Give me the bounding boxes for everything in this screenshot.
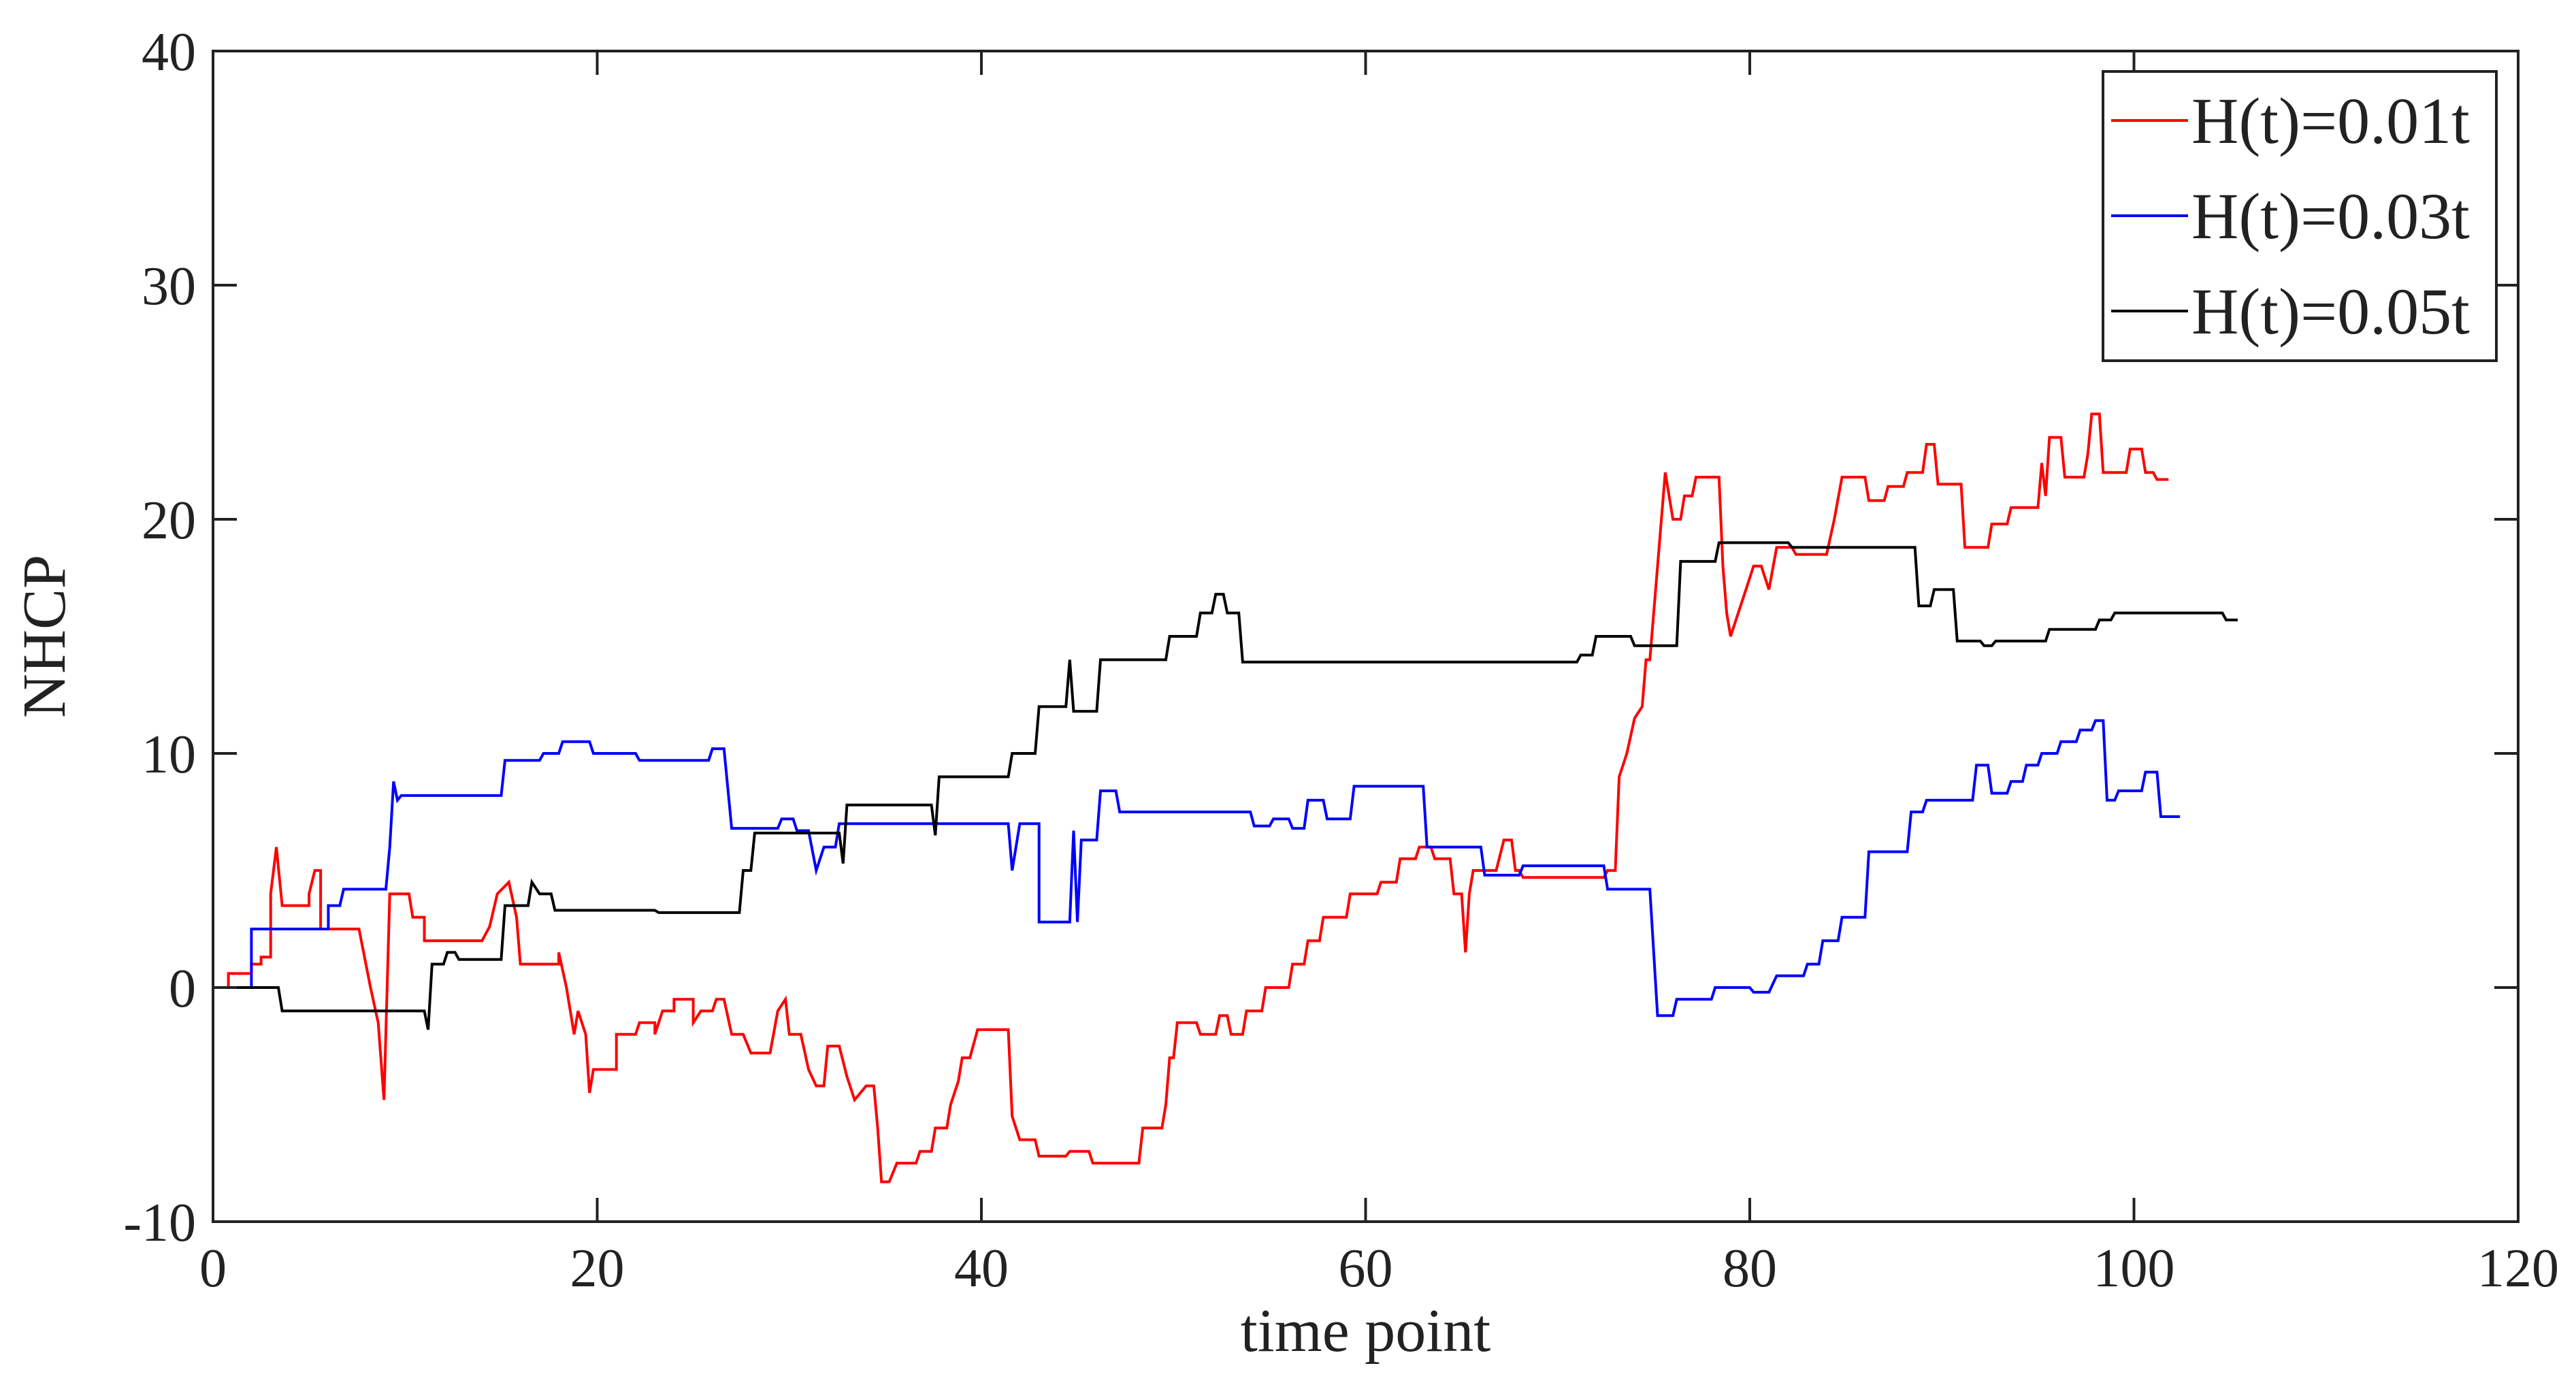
x-tick-label: 100 (2093, 1239, 2175, 1299)
x-tick-label: 60 (1339, 1239, 1393, 1299)
plot-series-group (213, 412, 2238, 1184)
x-axis-ticks: 0 20 40 60 80 100 120 (199, 51, 2559, 1299)
y-tick-label: 10 (142, 725, 196, 785)
x-tick-label: 40 (954, 1239, 1009, 1299)
legend-label-3: H(t)=0.05t (2191, 275, 2470, 348)
y-tick-label: -10 (123, 1193, 196, 1253)
x-tick-label: 20 (570, 1239, 625, 1299)
y-tick-label: 20 (142, 491, 196, 551)
y-axis-ticks: -10 0 10 20 30 40 (123, 22, 2518, 1253)
y-tick-label: 0 (169, 959, 196, 1019)
legend-label-1: H(t)=0.01t (2191, 84, 2470, 157)
x-axis-title: time point (1241, 1297, 1490, 1365)
y-axis-title: NHCP (11, 555, 78, 718)
y-tick-label: 30 (142, 257, 196, 316)
y-tick-label: 40 (142, 22, 196, 82)
x-tick-label: 0 (199, 1239, 227, 1299)
series-line-3 (213, 541, 2238, 1030)
series-line-1 (213, 412, 2169, 1184)
x-tick-label: 80 (1723, 1239, 1777, 1299)
legend: H(t)=0.01t H(t)=0.03t H(t)=0.05t (2102, 70, 2498, 362)
legend-label-2: H(t)=0.03t (2191, 180, 2470, 252)
series-line-2 (213, 719, 2181, 1017)
x-tick-label: 120 (2477, 1239, 2559, 1299)
